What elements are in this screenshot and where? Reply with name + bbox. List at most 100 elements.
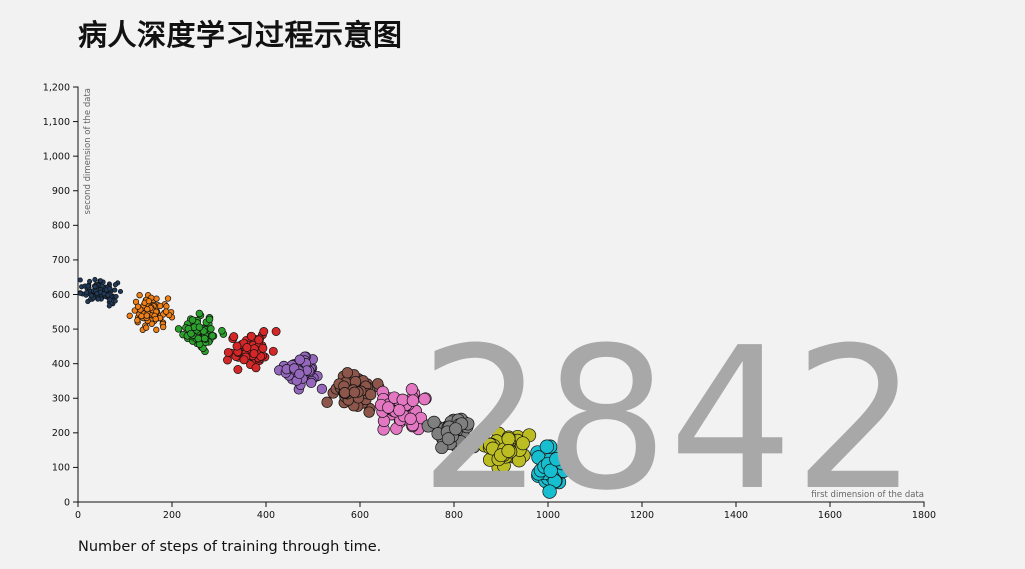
data-point (406, 394, 420, 407)
y-tick-label: 800 (52, 221, 70, 232)
series-cluster-2 (126, 292, 176, 333)
data-point (207, 325, 215, 333)
data-point (143, 324, 150, 331)
data-point (435, 440, 449, 455)
data-point (153, 326, 160, 333)
data-point (321, 396, 333, 408)
data-point (153, 295, 160, 302)
series-cluster-9 (477, 426, 537, 475)
series-cluster-8 (421, 412, 481, 455)
data-point (144, 306, 151, 313)
series-cluster-5 (274, 351, 328, 395)
data-point (145, 298, 153, 305)
data-point (405, 383, 419, 396)
y-tick-label: 500 (52, 324, 70, 335)
data-point (134, 303, 142, 310)
data-point (542, 484, 557, 499)
data-point (294, 354, 305, 365)
data-point (254, 335, 264, 345)
series-cluster-3 (174, 309, 228, 356)
data-point (239, 355, 249, 365)
data-point (98, 278, 104, 284)
caption: Number of steps of training through time… (78, 539, 382, 555)
data-point (88, 293, 94, 299)
data-point (164, 295, 172, 302)
data-point (258, 343, 268, 353)
data-point (138, 312, 145, 320)
y-tick-label: 1,000 (43, 151, 70, 162)
y-axis-title: second dimension of the data (83, 88, 93, 214)
y-tick-label: 600 (52, 290, 70, 301)
data-point (441, 432, 455, 446)
series-cluster-7 (374, 383, 432, 436)
y-tick-label: 1,100 (43, 117, 70, 128)
data-point (396, 393, 409, 406)
step-counter: 2842 (419, 306, 918, 534)
y-tick-label: 700 (52, 255, 70, 266)
data-point (259, 327, 269, 336)
data-point (393, 403, 406, 417)
x-tick-label: 200 (163, 510, 181, 521)
data-point (249, 349, 259, 359)
data-point (404, 412, 417, 425)
series-cluster-10 (530, 439, 577, 499)
data-point (106, 303, 112, 309)
data-point (87, 278, 93, 284)
data-point (83, 289, 90, 296)
data-point (501, 444, 516, 458)
x-tick-label: 1600 (818, 510, 842, 521)
data-point (95, 296, 101, 302)
data-point (112, 282, 118, 288)
data-point (174, 325, 183, 333)
x-tick-label: 0 (75, 510, 81, 521)
data-point (223, 347, 233, 357)
x-tick-label: 400 (257, 510, 275, 521)
data-point (200, 334, 209, 343)
x-tick-label: 1200 (630, 510, 654, 521)
data-point (194, 334, 203, 343)
data-point (195, 323, 204, 331)
y-tick-label: 300 (52, 394, 70, 405)
page-title: 病人深度学习过程示意图 (78, 18, 403, 52)
data-point (251, 363, 261, 373)
data-point (515, 436, 530, 451)
data-point (126, 312, 133, 319)
data-point (382, 401, 395, 414)
data-point (205, 315, 214, 324)
data-point (449, 422, 463, 436)
x-axis-title: first dimension of the data (811, 490, 924, 500)
series-cluster-4 (223, 327, 281, 374)
series-cluster-1 (77, 277, 124, 309)
data-point (242, 343, 252, 352)
data-point (316, 383, 328, 395)
data-point (341, 367, 354, 379)
data-point (549, 452, 564, 467)
data-point (188, 316, 197, 324)
data-point (218, 327, 226, 335)
data-point (117, 288, 124, 295)
y-tick-label: 1,200 (43, 82, 70, 93)
data-point (77, 277, 83, 283)
data-point (229, 332, 239, 342)
data-point (306, 377, 317, 389)
points-layer (77, 277, 577, 499)
x-axis: 0 200 400 600 800 1000 1200 1400 1600 1800 (75, 501, 936, 521)
y-tick-label: 200 (52, 428, 70, 439)
data-point (85, 283, 91, 289)
data-point (112, 287, 118, 293)
data-point (77, 290, 83, 296)
data-point (232, 341, 242, 351)
data-point (268, 346, 278, 356)
x-tick-label: 800 (445, 510, 463, 521)
data-point (539, 439, 555, 454)
y-tick-label: 900 (52, 186, 70, 197)
data-point (427, 415, 441, 429)
y-tick-label: 100 (52, 463, 70, 474)
data-point (105, 292, 111, 298)
data-point (163, 303, 170, 310)
data-point (365, 388, 377, 401)
data-point (246, 331, 256, 341)
data-point (156, 302, 164, 310)
data-point (187, 329, 195, 338)
